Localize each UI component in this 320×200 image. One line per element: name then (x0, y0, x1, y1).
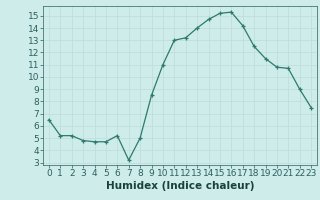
X-axis label: Humidex (Indice chaleur): Humidex (Indice chaleur) (106, 181, 254, 191)
